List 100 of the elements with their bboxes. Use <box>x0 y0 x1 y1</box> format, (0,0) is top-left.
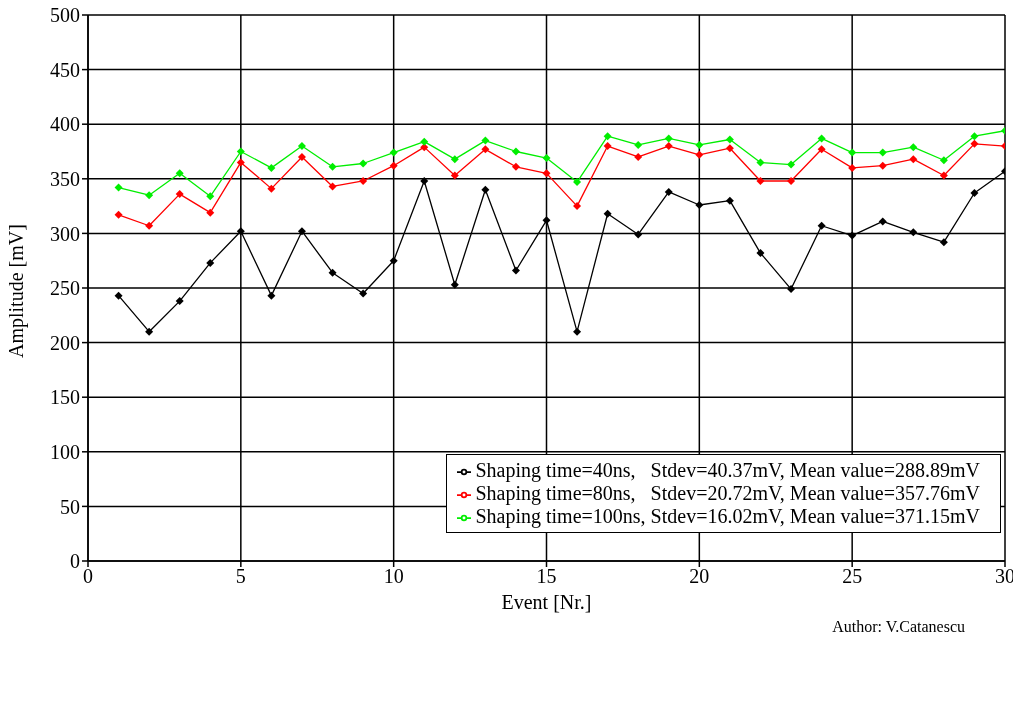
point <box>206 258 215 267</box>
point <box>542 169 551 178</box>
point <box>389 256 398 265</box>
point <box>634 152 643 161</box>
y-tick-label: 300 <box>50 222 80 245</box>
x-tick-label: 15 <box>536 565 557 588</box>
point <box>817 134 826 143</box>
point <box>756 249 765 258</box>
y-tick-label: 150 <box>50 386 80 409</box>
point <box>297 142 306 151</box>
point <box>145 221 154 230</box>
point <box>725 135 734 144</box>
point <box>175 190 184 199</box>
point <box>787 176 796 185</box>
y-tick-label: 350 <box>50 167 80 190</box>
point <box>297 227 306 236</box>
point <box>389 148 398 157</box>
point <box>725 144 734 153</box>
point <box>145 327 154 336</box>
point <box>664 142 673 151</box>
point <box>206 192 215 201</box>
point <box>939 171 948 180</box>
point <box>787 285 796 294</box>
point <box>939 156 948 165</box>
point <box>236 227 245 236</box>
point <box>573 202 582 211</box>
point <box>114 183 123 192</box>
point <box>267 163 276 172</box>
point <box>573 327 582 336</box>
point <box>909 143 918 152</box>
legend-label: Shaping time=100ns, Stdev=16.02mV, Mean value=371.15mV <box>475 505 980 527</box>
y-tick-label: 250 <box>50 277 80 300</box>
point <box>664 187 673 196</box>
point <box>236 158 245 167</box>
point <box>450 155 459 164</box>
point <box>359 159 368 168</box>
point <box>542 216 551 225</box>
point <box>970 189 979 197</box>
point <box>970 139 979 148</box>
point <box>175 169 184 178</box>
point <box>114 291 123 300</box>
point <box>297 152 306 161</box>
point <box>511 162 520 171</box>
point <box>420 143 429 152</box>
point <box>206 208 215 217</box>
point <box>695 140 704 149</box>
point <box>603 132 612 141</box>
point <box>359 176 368 185</box>
point <box>756 176 765 185</box>
point <box>603 142 612 151</box>
point <box>236 147 245 156</box>
y-tick-label: 400 <box>50 113 80 136</box>
y-tick-label: 450 <box>50 58 80 81</box>
point <box>145 191 154 200</box>
point <box>450 171 459 180</box>
legend-label: Shaping time=80ns, Stdev=20.72mV, Mean value=357.76mV <box>475 482 980 504</box>
point <box>848 231 857 240</box>
point <box>175 297 184 306</box>
point <box>970 132 979 141</box>
point <box>511 266 520 275</box>
y-axis-title: Amplitude [mV] <box>5 224 29 358</box>
point <box>267 291 276 300</box>
x-tick-label: 25 <box>842 565 863 588</box>
point <box>909 155 918 164</box>
y-tick-label: 200 <box>50 331 80 354</box>
point <box>328 182 337 191</box>
point <box>817 221 826 230</box>
point <box>542 154 551 163</box>
point <box>756 158 765 167</box>
x-tick-label: 20 <box>689 565 710 588</box>
x-tick-label: 10 <box>383 565 404 588</box>
y-tick-label: 100 <box>50 440 80 463</box>
point <box>481 145 490 154</box>
point <box>878 148 887 157</box>
x-tick-label: 5 <box>235 565 246 588</box>
y-tick-label: 0 <box>70 550 80 573</box>
point <box>634 140 643 149</box>
y-tick-label: 50 <box>60 495 80 518</box>
point <box>695 150 704 159</box>
point <box>817 145 826 154</box>
point <box>878 161 887 170</box>
point <box>328 162 337 171</box>
point <box>695 201 704 210</box>
point <box>450 280 459 289</box>
text: Author: V.Catanescu <box>832 618 965 636</box>
point <box>939 238 948 247</box>
x-axis-title: Event [Nr.] <box>501 591 592 613</box>
point <box>787 160 796 169</box>
point <box>481 136 490 145</box>
point <box>481 185 490 194</box>
point <box>420 137 429 146</box>
point <box>511 147 520 156</box>
point <box>267 184 276 193</box>
point <box>573 178 582 187</box>
point <box>878 217 887 226</box>
point <box>420 176 429 185</box>
point <box>848 163 857 172</box>
point <box>664 134 673 143</box>
point <box>909 228 918 237</box>
point <box>603 209 612 218</box>
